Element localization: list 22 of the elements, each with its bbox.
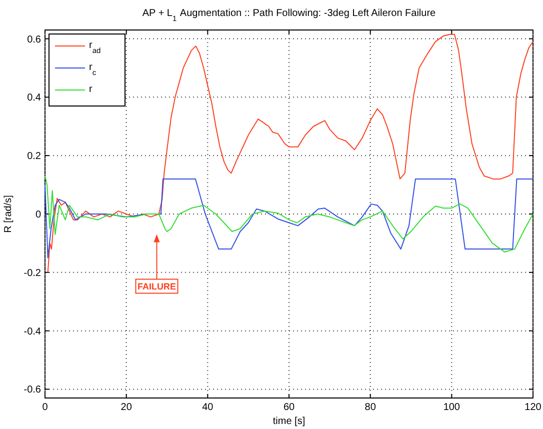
x-tick-label: 0 bbox=[42, 402, 48, 413]
y-tick-label: 0.4 bbox=[27, 92, 42, 104]
y-tick-label: 0 bbox=[35, 210, 42, 220]
annotation: FAILURE bbox=[137, 282, 176, 292]
y-tick-label: 0.6 bbox=[27, 34, 42, 46]
x-tick-label: 60 bbox=[283, 402, 295, 413]
y-tick-label: -0.6 bbox=[24, 384, 42, 396]
y-axis-title: R [rad/s] bbox=[3, 194, 14, 233]
x-tick-label: 40 bbox=[202, 402, 214, 413]
y-tick-label: -0.4 bbox=[24, 326, 42, 338]
y-tick-label: 0.2 bbox=[27, 151, 42, 162]
legend-label: r bbox=[89, 84, 93, 95]
x-tick-label: 20 bbox=[120, 402, 132, 413]
x-tick-label: 80 bbox=[364, 402, 376, 413]
chart-title: AP + L$_{1}$ Augmentation :: Path Following: -3deg Left Aileron Failure bbox=[142, 8, 436, 22]
x-tick-label: 100 bbox=[443, 402, 460, 413]
y-tick-label: -0.2 bbox=[24, 268, 42, 279]
x-tick-label: 120 bbox=[524, 402, 542, 413]
line-series bbox=[47, 34, 534, 273]
x-axis-title: time [s] bbox=[272, 416, 306, 427]
legend-label: r$_{c}$ bbox=[89, 62, 96, 76]
legend-label: r$_{ad}$ bbox=[89, 40, 101, 54]
